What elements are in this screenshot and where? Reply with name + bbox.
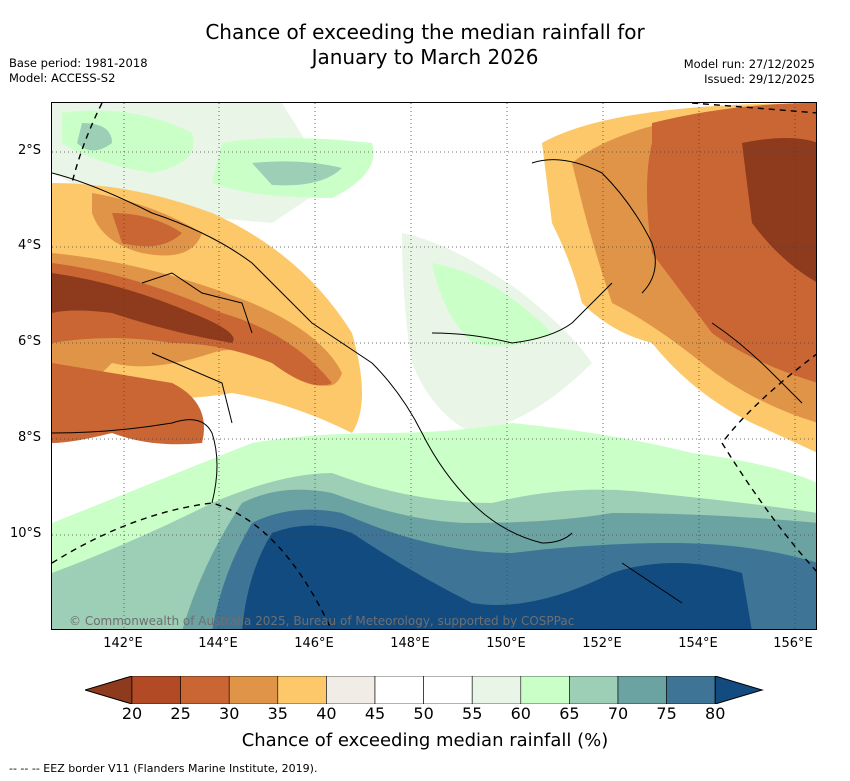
colorbar-swatch	[520, 676, 570, 704]
colorbar-tick-label: 50	[413, 704, 434, 723]
lon-label: 148°E	[390, 636, 430, 651]
map-title: Chance of exceeding the median rainfall …	[0, 20, 850, 70]
rainfall-map	[51, 102, 817, 630]
lat-label: 8°S	[18, 430, 42, 445]
lon-label: 152°E	[582, 636, 622, 651]
colorbar-swatch	[85, 676, 133, 704]
region-20-25-northeast	[742, 138, 816, 282]
model-run: Model run: 27/12/2025	[683, 57, 815, 71]
colorbar-swatch	[423, 676, 473, 704]
lon-label: 156°E	[773, 636, 813, 651]
colorbar-swatch	[617, 676, 667, 704]
colorbar-tick-label: 30	[219, 704, 240, 723]
region-60-65-central	[432, 263, 552, 347]
lat-label: 4°S	[18, 238, 42, 253]
coastlines	[52, 159, 803, 604]
colorbar-tick-label: 60	[510, 704, 531, 723]
lon-label: 150°E	[486, 636, 526, 651]
copyright-notice: © Commonwealth of Australia 2025, Bureau…	[69, 614, 575, 628]
region-65-70-bismarck	[252, 161, 342, 186]
meta-right: Model run: 27/12/2025 Issued: 29/12/2025	[684, 57, 815, 87]
colorbar-swatch	[569, 676, 619, 704]
colorbar-swatch	[326, 676, 376, 704]
colorbar-swatch	[471, 676, 522, 704]
lon-label: 142°E	[103, 636, 143, 651]
colorbar-swatch	[131, 676, 181, 704]
colorbar-tick-label: 40	[316, 704, 337, 723]
lon-label: 154°E	[678, 636, 718, 651]
map-canvas	[52, 103, 816, 629]
colorbar-tick-label: 20	[121, 704, 143, 723]
lat-label: 2°S	[18, 143, 42, 158]
colorbar-label: Chance of exceeding median rainfall (%)	[241, 730, 609, 751]
colorbar-tick-label: 80	[705, 704, 726, 723]
colorbar-swatch	[228, 676, 279, 704]
issued-date: Issued: 29/12/2025	[704, 72, 815, 86]
colorbar-swatch	[277, 676, 327, 704]
base-period: Base period: 1981-2018	[9, 56, 148, 70]
lon-label: 146°E	[294, 636, 334, 651]
title-line-1: Chance of exceeding the median rainfall …	[205, 20, 645, 44]
colorbar-swatch	[714, 676, 764, 704]
lat-label: 10°S	[10, 526, 42, 541]
region-20-25-west	[52, 273, 234, 343]
grid-lines	[52, 103, 816, 629]
colorbar-tick-label: 55	[462, 704, 483, 723]
colorbar-tick-label: 45	[364, 704, 386, 723]
colorbar-tick-label: 75	[656, 704, 677, 723]
eez-legend: -- -- -- EEZ border V11 (Flanders Marine…	[9, 762, 318, 775]
lon-label: 144°E	[198, 636, 238, 651]
model-name: Model: ACCESS-S2	[9, 71, 116, 85]
colorbar-swatch	[180, 676, 230, 704]
colorbar-swatch	[666, 676, 716, 704]
lat-label: 6°S	[18, 334, 42, 349]
colorbar-tick-label: 70	[607, 704, 629, 723]
colorbar	[85, 676, 764, 704]
colorbar-tick-label: 65	[559, 704, 580, 723]
region-80-plus-south	[242, 525, 752, 629]
colorbar-tick-label: 35	[267, 704, 288, 723]
colorbar-tick-label: 25	[170, 704, 191, 723]
region-25-30-north-west	[112, 213, 182, 247]
meta-left: Base period: 1981-2018 Model: ACCESS-S2	[9, 56, 148, 86]
title-line-2: January to March 2026	[311, 45, 539, 69]
region-65-70-north	[77, 123, 112, 151]
colorbar-swatch	[374, 676, 424, 704]
eez-borders	[52, 103, 816, 629]
